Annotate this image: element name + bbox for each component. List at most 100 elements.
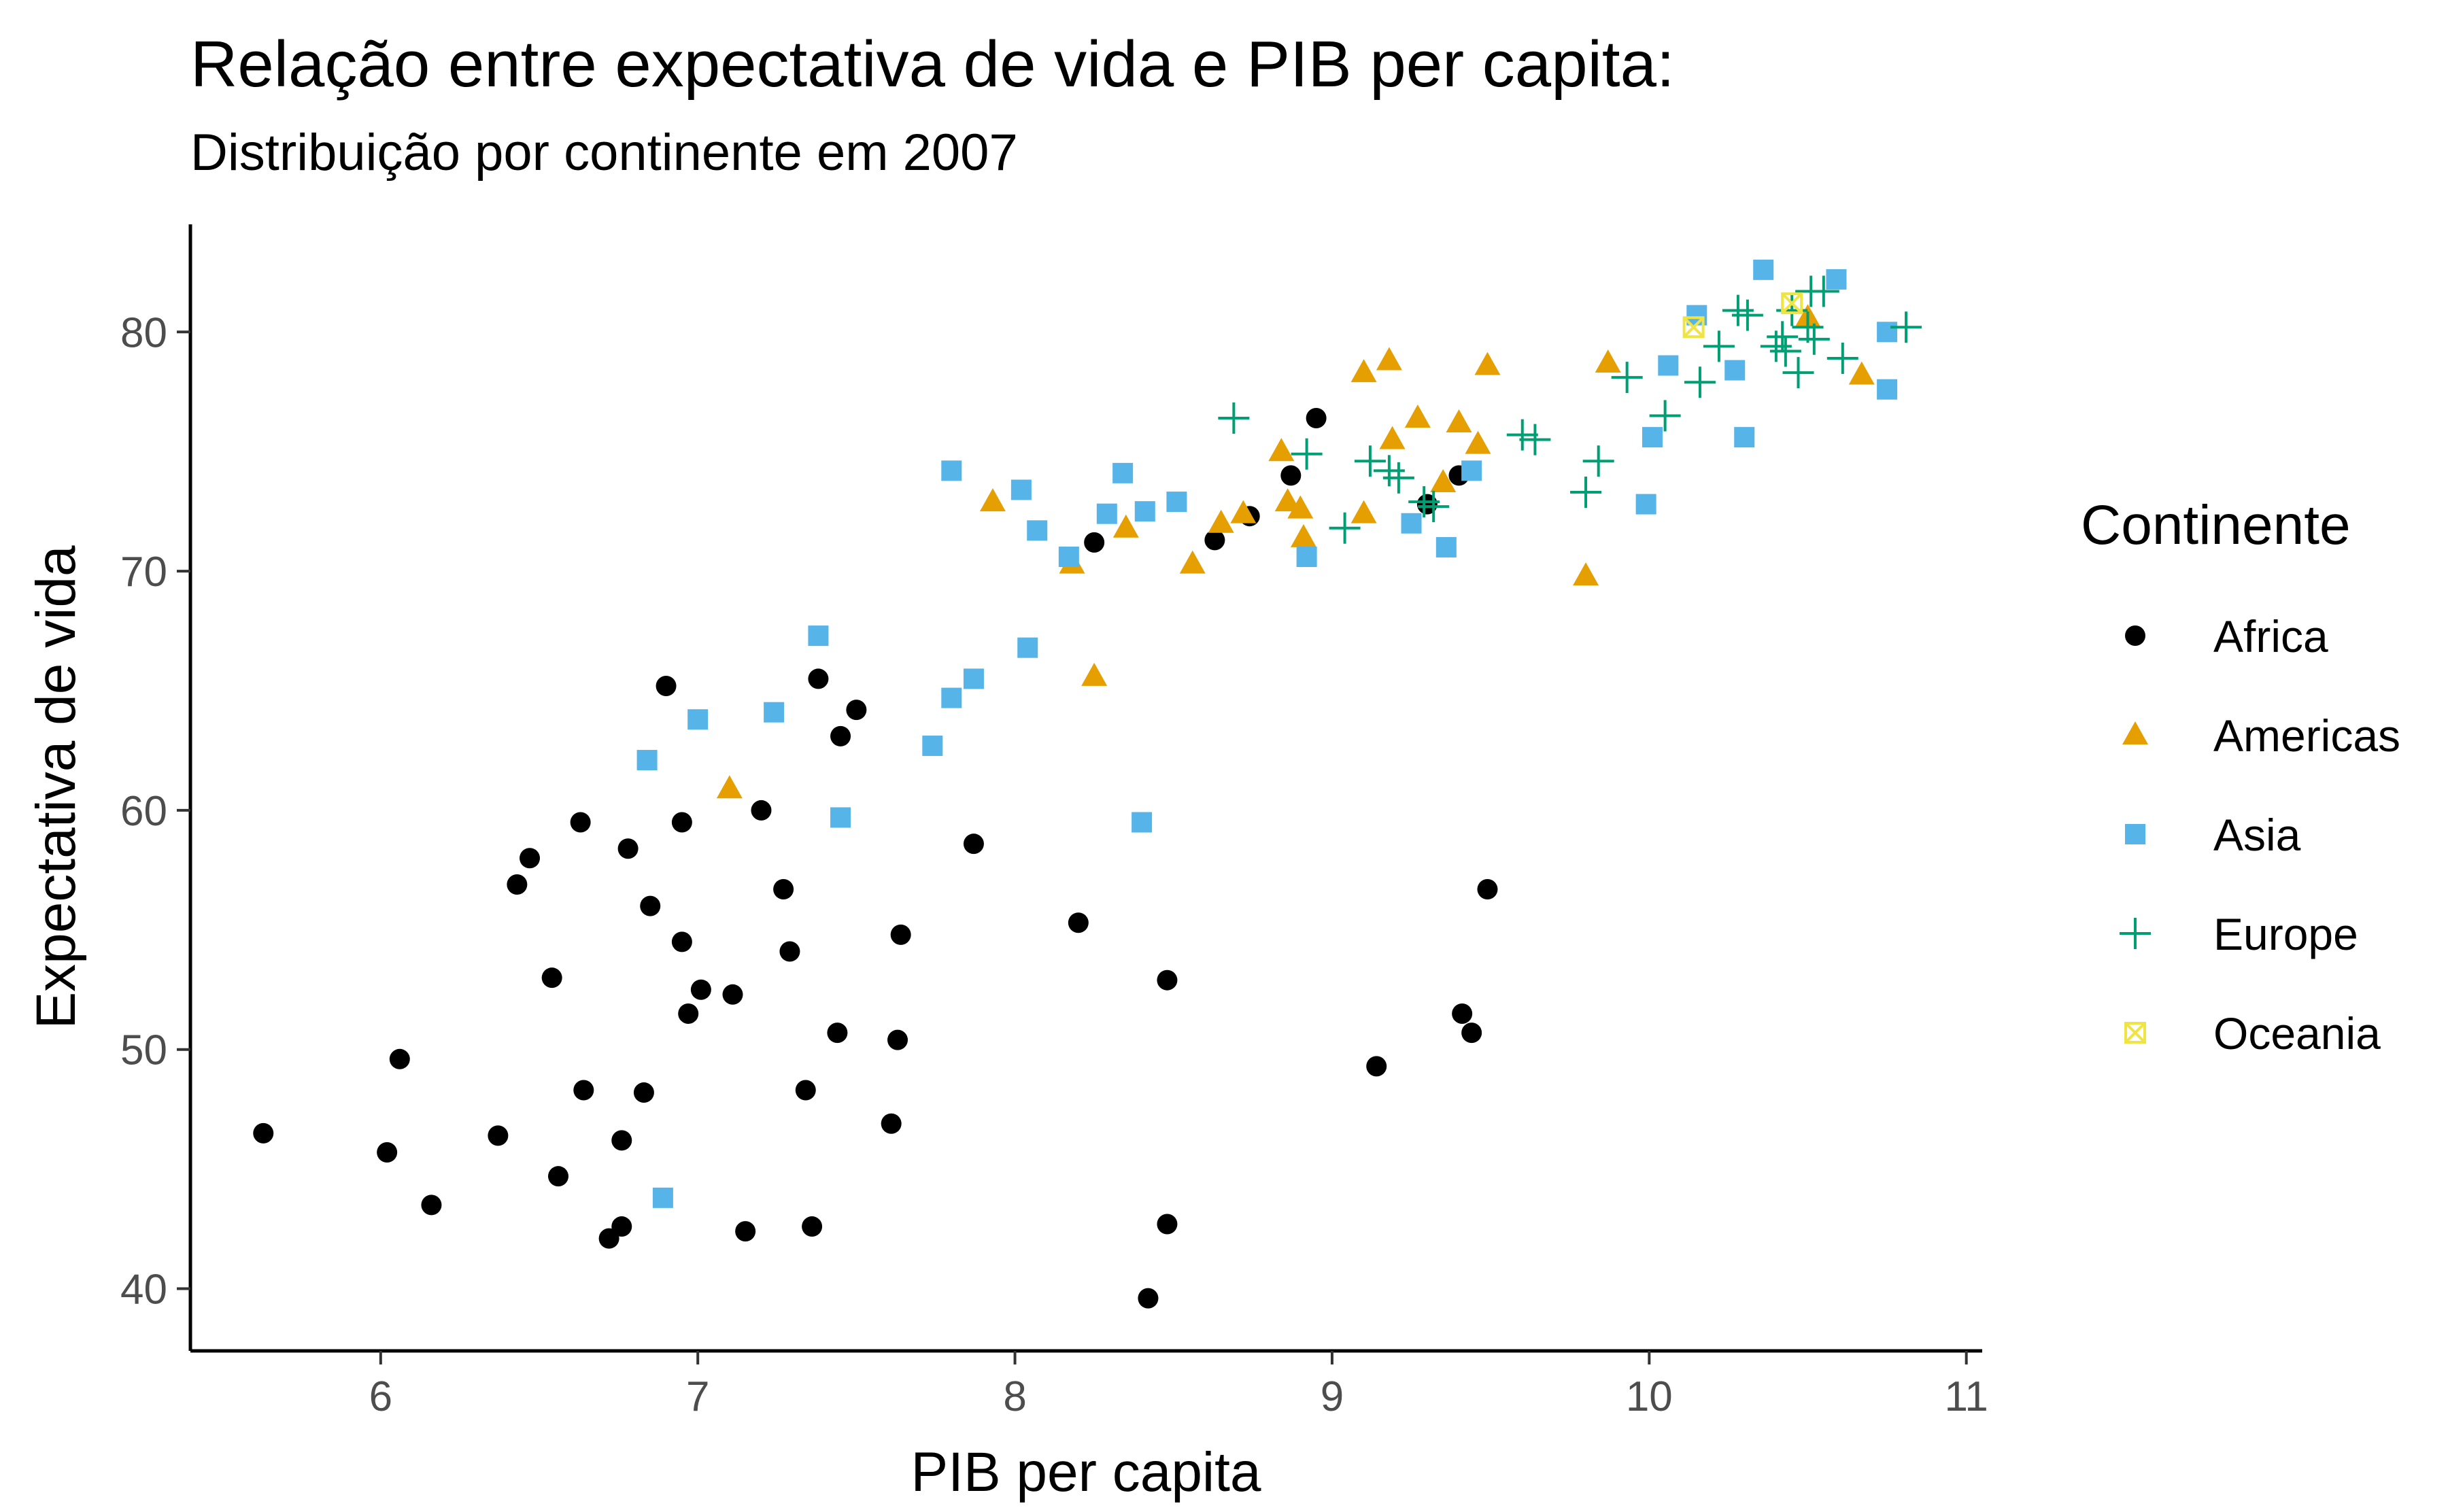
y-tick-label: 40: [120, 1267, 167, 1313]
point-africa: [617, 838, 639, 859]
point-americas: [1230, 500, 1257, 523]
point-europe: [1582, 445, 1614, 477]
point-europe: [1722, 294, 1754, 326]
point-africa: [779, 941, 800, 962]
point-europe: [1329, 512, 1361, 544]
point-asia: [636, 750, 658, 771]
points-layer: [253, 259, 1922, 1309]
point-europe: [1769, 335, 1801, 367]
x-ticks: 6 7 8 9 10 11: [369, 1351, 1988, 1420]
point-africa: [751, 800, 772, 821]
point-americas: [1208, 509, 1234, 533]
point-africa: [1138, 1288, 1159, 1309]
point-africa: [795, 1080, 816, 1101]
point-africa: [802, 1216, 823, 1237]
point-asia: [1296, 547, 1317, 568]
point-africa: [656, 675, 677, 696]
point-asia: [941, 687, 962, 708]
point-asia: [1010, 479, 1032, 500]
point-europe: [1760, 330, 1792, 362]
point-europe: [1418, 491, 1450, 523]
point-oceania: [1781, 292, 1803, 315]
y-axis-title: Expectativa de vida: [25, 545, 87, 1029]
point-americas: [1350, 500, 1377, 523]
point-europe: [1684, 366, 1716, 398]
point-asia: [1753, 259, 1774, 280]
point-asia: [652, 1187, 673, 1208]
point-africa: [690, 979, 711, 1000]
point-oceania: [1682, 316, 1705, 339]
point-africa: [520, 848, 541, 869]
y-tick-label: 80: [120, 309, 167, 356]
point-africa: [722, 984, 743, 1005]
chart-title: Relação entre expectativa de vida e PIB …: [190, 28, 1675, 101]
point-africa: [830, 725, 851, 746]
point-asia: [764, 702, 785, 723]
point-asia: [1401, 513, 1422, 534]
point-africa: [541, 967, 562, 989]
point-americas: [716, 775, 743, 799]
point-asia: [1635, 494, 1656, 515]
point-africa: [633, 1082, 654, 1103]
point-asia: [1017, 637, 1038, 658]
point-europe: [1792, 311, 1824, 343]
legend-label: Asia: [2213, 810, 2301, 860]
point-asia: [1435, 536, 1457, 557]
point-africa: [890, 924, 911, 945]
point-americas: [1848, 361, 1875, 385]
point-americas: [1465, 430, 1491, 454]
y-tick-label: 60: [120, 788, 167, 835]
point-africa: [827, 1023, 848, 1044]
x-tick-label: 9: [1321, 1373, 1344, 1420]
point-africa: [640, 895, 661, 916]
point-asia: [1724, 360, 1746, 381]
point-asia: [1877, 322, 1898, 343]
legend-items: Africa Americas Asia Europe Oceania: [2120, 611, 2400, 1059]
point-americas: [1274, 488, 1301, 512]
y-tick-label: 50: [120, 1027, 167, 1074]
legend-label: Europe: [2213, 909, 2358, 959]
point-africa: [773, 879, 794, 900]
point-europe: [1807, 275, 1839, 307]
point-americas: [1446, 409, 1472, 432]
x-tick-label: 6: [369, 1373, 392, 1420]
y-ticks: 40 50 60 70 80: [120, 309, 190, 1313]
point-europe: [1519, 424, 1551, 456]
point-africa: [1157, 1214, 1178, 1235]
point-africa: [1452, 1003, 1473, 1024]
point-asia: [941, 460, 962, 481]
point-africa: [1306, 407, 1327, 428]
point-africa: [1084, 532, 1105, 553]
chart-subtitle: Distribuição por continente em 2007: [190, 124, 1018, 182]
legend-label: Oceania: [2213, 1008, 2381, 1059]
x-tick-label: 10: [1626, 1373, 1673, 1420]
legend-label: Africa: [2213, 611, 2328, 662]
point-africa: [598, 1228, 619, 1249]
point-africa: [377, 1142, 398, 1163]
point-africa: [611, 1216, 632, 1237]
point-africa: [1068, 912, 1089, 933]
point-africa: [1477, 879, 1498, 900]
point-americas: [1474, 351, 1501, 375]
point-africa: [573, 1080, 594, 1101]
point-americas: [1179, 550, 1206, 574]
point-europe: [1570, 477, 1602, 509]
point-africa: [671, 931, 692, 952]
point-europe: [1649, 400, 1681, 432]
point-asia: [808, 625, 829, 647]
point-europe: [1611, 362, 1643, 394]
point-asia: [1642, 427, 1663, 448]
point-americas: [1376, 347, 1402, 371]
point-americas: [1290, 523, 1316, 547]
x-tick-label: 7: [686, 1373, 709, 1420]
point-africa: [253, 1122, 274, 1144]
point-africa: [887, 1029, 908, 1050]
point-africa: [547, 1166, 568, 1187]
point-europe: [1798, 323, 1830, 355]
point-americas: [1404, 404, 1431, 428]
point-asia: [922, 735, 943, 756]
legend-key-asia: [2125, 824, 2145, 844]
point-africa: [389, 1048, 410, 1069]
point-africa: [808, 668, 829, 689]
